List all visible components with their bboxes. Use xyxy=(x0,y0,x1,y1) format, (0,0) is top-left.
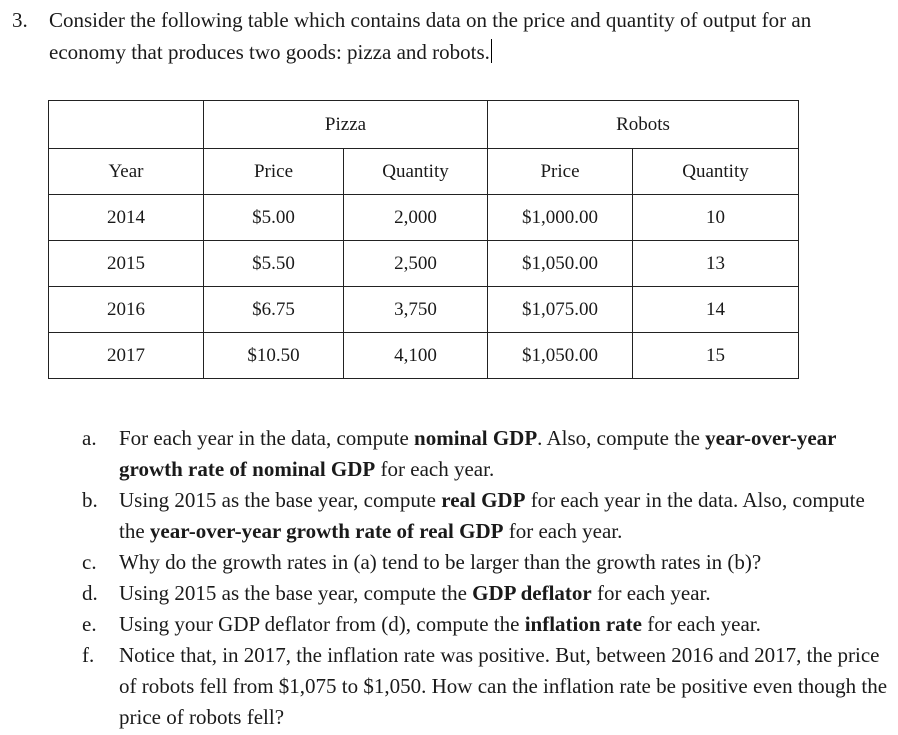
table-cell: 14 xyxy=(632,286,799,333)
table-cell: 13 xyxy=(632,240,799,287)
table-cell: 2016 xyxy=(48,286,204,333)
part-a: a. For each year in the data, compute no… xyxy=(82,423,892,485)
part-text: for each year. xyxy=(503,519,623,543)
table-row: 2017 $10.50 4,100 $1,050.00 15 xyxy=(48,332,799,379)
part-label: a. xyxy=(82,426,97,450)
part-text: For each year in the data, compute xyxy=(119,426,415,450)
part-text: Notice that, in 2017, the inflation rate… xyxy=(119,643,888,729)
group-header-robots: Robots xyxy=(487,100,799,149)
table-cell: 15 xyxy=(632,332,799,379)
table-cell: $1,000.00 xyxy=(487,194,633,241)
part-label: d. xyxy=(82,581,98,605)
price-quantity-table: Pizza Robots Year Price Quantity Price Q… xyxy=(48,100,799,379)
column-header: Year xyxy=(48,148,204,195)
part-text-bold: inflation rate xyxy=(524,612,642,636)
part-label: e. xyxy=(82,612,97,636)
part-text: for each year. xyxy=(641,612,761,636)
part-text-bold: GDP deflator xyxy=(472,581,592,605)
part-e: e. Using your GDP deflator from (d), com… xyxy=(82,609,892,640)
question-text-container[interactable]: Consider the following table which conta… xyxy=(49,4,889,68)
table-column-header-row: Year Price Quantity Price Quantity xyxy=(48,148,799,195)
table-cell: $1,050.00 xyxy=(487,240,633,287)
column-header: Price xyxy=(203,148,344,195)
table-corner-cell xyxy=(48,100,204,149)
question-text: Consider the following table which conta… xyxy=(49,8,812,64)
part-text: for each year. xyxy=(375,457,495,481)
table-row: 2015 $5.50 2,500 $1,050.00 13 xyxy=(48,240,799,287)
table-cell: 2,500 xyxy=(343,240,488,287)
part-text: Using 2015 as the base year, compute xyxy=(119,488,442,512)
table-cell: $1,075.00 xyxy=(487,286,633,333)
table-cell: 4,100 xyxy=(343,332,488,379)
part-text-bold: nominal GDP xyxy=(414,426,538,450)
table-cell: 2017 xyxy=(48,332,204,379)
part-text: for each year in the data. Also, compute… xyxy=(119,488,865,543)
part-label: b. xyxy=(82,488,98,512)
table-cell: $10.50 xyxy=(203,332,344,379)
table-row: 2016 $6.75 3,750 $1,075.00 14 xyxy=(48,286,799,333)
part-text-bold: year-over-year growth rate of real GDP xyxy=(149,519,504,543)
table-cell: 2015 xyxy=(48,240,204,287)
part-text-bold: real GDP xyxy=(441,488,526,512)
part-text: Why do the growth rates in (a) tend to b… xyxy=(119,550,762,574)
part-label: c. xyxy=(82,550,97,574)
table-row: 2014 $5.00 2,000 $1,000.00 10 xyxy=(48,194,799,241)
part-text: . Also, compute the xyxy=(537,426,706,450)
table-cell: $5.00 xyxy=(203,194,344,241)
column-header: Quantity xyxy=(343,148,488,195)
column-header: Price xyxy=(487,148,633,195)
text-cursor xyxy=(490,39,492,63)
table-group-header-row: Pizza Robots xyxy=(48,100,799,149)
table-cell: 2014 xyxy=(48,194,204,241)
group-header-pizza: Pizza xyxy=(203,100,488,149)
table-cell: $5.50 xyxy=(203,240,344,287)
part-text: for each year. xyxy=(591,581,711,605)
question-number: 3. xyxy=(12,8,28,32)
table-cell: $6.75 xyxy=(203,286,344,333)
part-d: d. Using 2015 as the base year, compute … xyxy=(82,578,892,609)
table-cell: $1,050.00 xyxy=(487,332,633,379)
table-cell: 10 xyxy=(632,194,799,241)
part-label: f. xyxy=(82,643,95,667)
question-parts: a. For each year in the data, compute no… xyxy=(82,423,892,733)
table-cell: 2,000 xyxy=(343,194,488,241)
part-text: Using 2015 as the base year, compute the xyxy=(119,581,473,605)
part-text-bold: year-over-year growth rate of nominal GD… xyxy=(119,426,837,481)
part-f: f. Notice that, in 2017, the inflation r… xyxy=(82,640,892,733)
part-c: c. Why do the growth rates in (a) tend t… xyxy=(82,547,892,578)
part-text: Using your GDP deflator from (d), comput… xyxy=(119,612,525,636)
table-cell: 3,750 xyxy=(343,286,488,333)
column-header: Quantity xyxy=(632,148,799,195)
part-b: b. Using 2015 as the base year, compute … xyxy=(82,485,892,547)
